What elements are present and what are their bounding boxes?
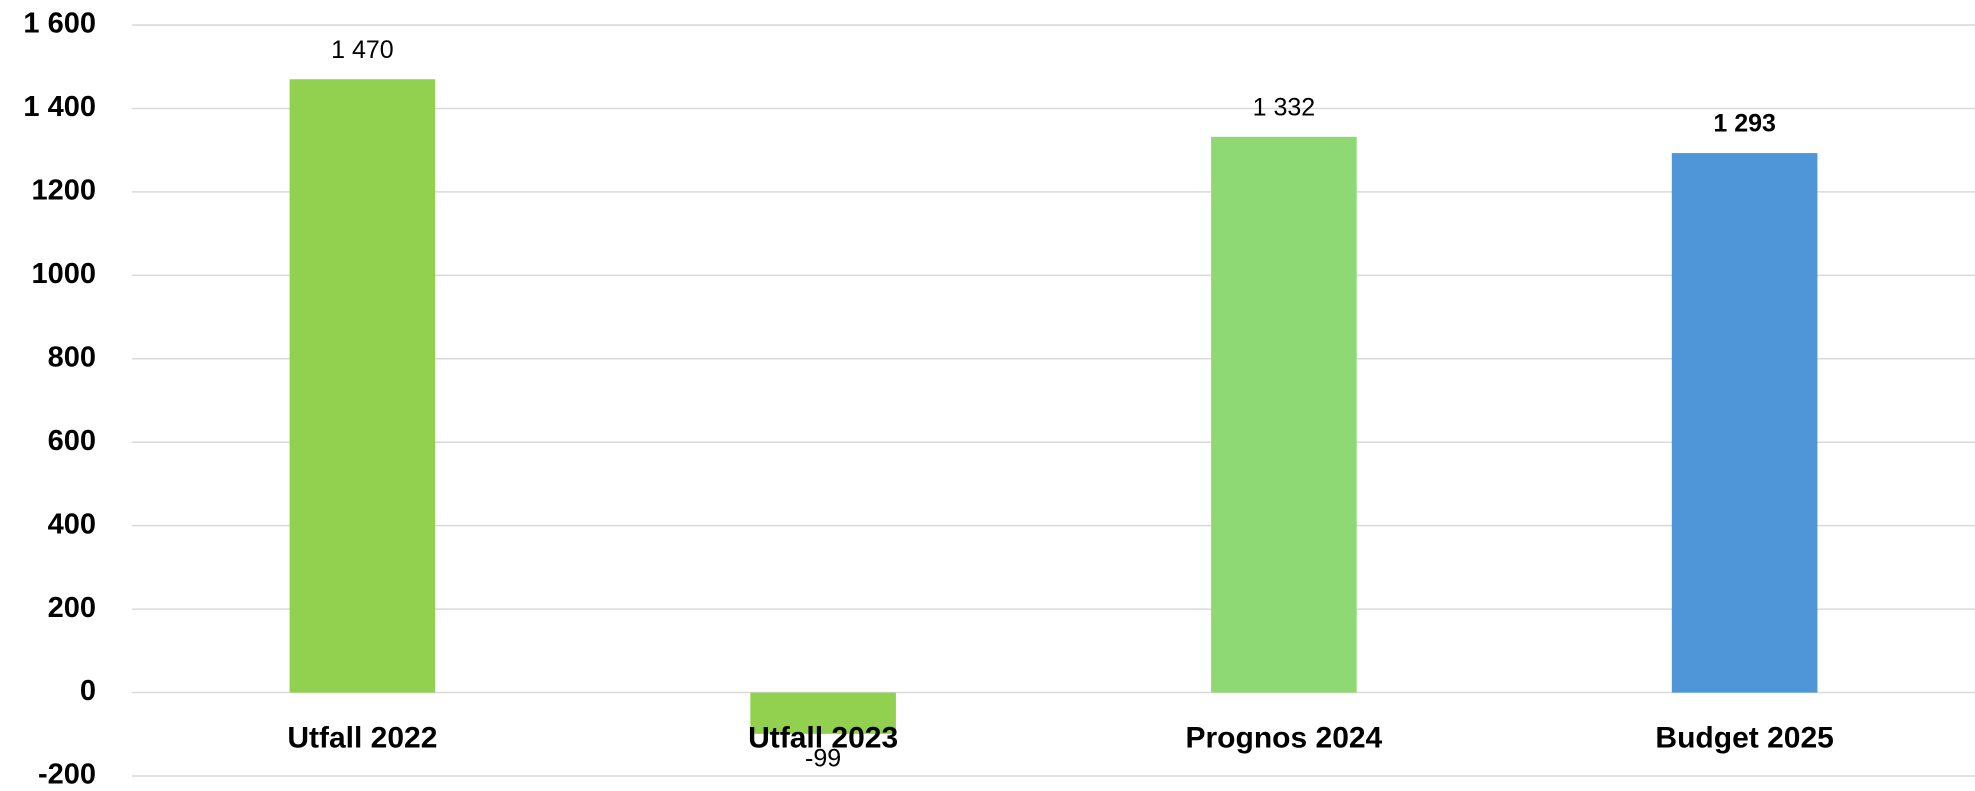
- bar: [1211, 136, 1357, 693]
- y-tick-label: 200: [48, 592, 96, 624]
- x-tick-label: Prognos 2024: [1186, 721, 1383, 754]
- value-label: 1 293: [1713, 110, 1776, 138]
- value-label: -99: [805, 744, 841, 772]
- x-tick-label: Utfall 2022: [287, 721, 437, 754]
- y-tick-label: -200: [38, 759, 96, 791]
- y-tick-label: 1 400: [23, 91, 96, 123]
- y-tick-label: 1000: [31, 258, 96, 290]
- y-tick-label: 600: [48, 425, 96, 457]
- y-tick-label: 400: [48, 508, 96, 540]
- y-tick-label: 1 600: [23, 8, 96, 40]
- y-tick-label: 1200: [31, 175, 96, 207]
- value-label: 1 332: [1253, 93, 1316, 121]
- value-label: 1 470: [331, 36, 394, 64]
- bar: [1671, 153, 1818, 693]
- bar: [750, 692, 896, 734]
- x-tick-label: Utfall 2023: [748, 721, 898, 754]
- bar: [289, 79, 436, 693]
- y-tick-label: 800: [48, 341, 96, 373]
- x-tick-label: Budget 2025: [1655, 721, 1833, 754]
- y-tick-label: 0: [80, 675, 96, 707]
